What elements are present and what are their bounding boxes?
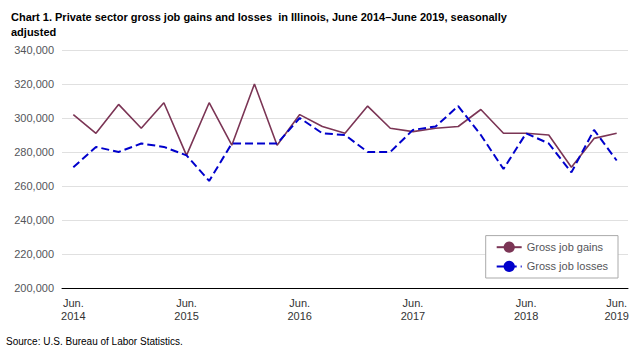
svg-text:280,000: 280,000 <box>14 146 54 158</box>
svg-text:adjusted: adjusted <box>11 26 56 38</box>
svg-text:Chart 1. Private sector gross: Chart 1. Private sector gross job gains … <box>11 11 508 23</box>
svg-text:2014: 2014 <box>61 310 85 322</box>
svg-text:240,000: 240,000 <box>14 214 54 226</box>
svg-text:Source: U.S. Bureau of Labor S: Source: U.S. Bureau of Labor Statistics. <box>6 336 183 347</box>
svg-text:2017: 2017 <box>401 310 425 322</box>
svg-text:300,000: 300,000 <box>14 112 54 124</box>
svg-text:2018: 2018 <box>514 310 538 322</box>
svg-text:Jun.: Jun. <box>606 297 627 309</box>
svg-text:260,000: 260,000 <box>14 180 54 192</box>
svg-text:Jun.: Jun. <box>289 297 310 309</box>
svg-text:2015: 2015 <box>174 310 198 322</box>
svg-text:Jun.: Jun. <box>403 297 424 309</box>
svg-text:2019: 2019 <box>604 310 628 322</box>
svg-text:Jun.: Jun. <box>176 297 197 309</box>
svg-text:2016: 2016 <box>287 310 311 322</box>
svg-text:Jun.: Jun. <box>63 297 84 309</box>
svg-text:Gross job losses: Gross job losses <box>527 260 609 272</box>
svg-text:220,000: 220,000 <box>14 248 54 260</box>
svg-text:200,000: 200,000 <box>14 282 54 294</box>
svg-text:340,000: 340,000 <box>14 44 54 56</box>
svg-text:Jun.: Jun. <box>516 297 537 309</box>
svg-text:320,000: 320,000 <box>14 78 54 90</box>
svg-text:Gross job gains: Gross job gains <box>527 241 604 253</box>
